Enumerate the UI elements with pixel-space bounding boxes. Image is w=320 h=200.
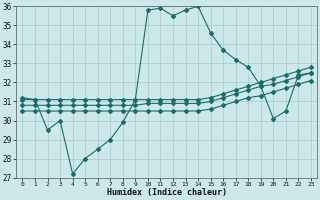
X-axis label: Humidex (Indice chaleur): Humidex (Indice chaleur) (107, 188, 227, 197)
